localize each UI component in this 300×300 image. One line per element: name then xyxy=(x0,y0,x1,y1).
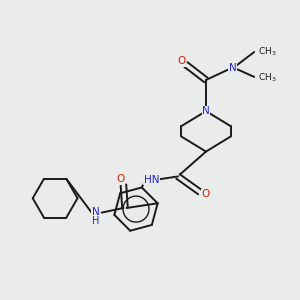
Text: O: O xyxy=(116,174,124,184)
Text: N: N xyxy=(229,63,236,73)
Text: CH$_3$: CH$_3$ xyxy=(258,45,277,58)
Text: O: O xyxy=(201,190,209,200)
Text: CH$_3$: CH$_3$ xyxy=(258,71,277,84)
Text: N: N xyxy=(202,106,210,116)
Text: O: O xyxy=(177,56,185,66)
Text: H: H xyxy=(92,216,100,226)
Text: N: N xyxy=(92,207,99,217)
Text: HN: HN xyxy=(144,175,159,184)
